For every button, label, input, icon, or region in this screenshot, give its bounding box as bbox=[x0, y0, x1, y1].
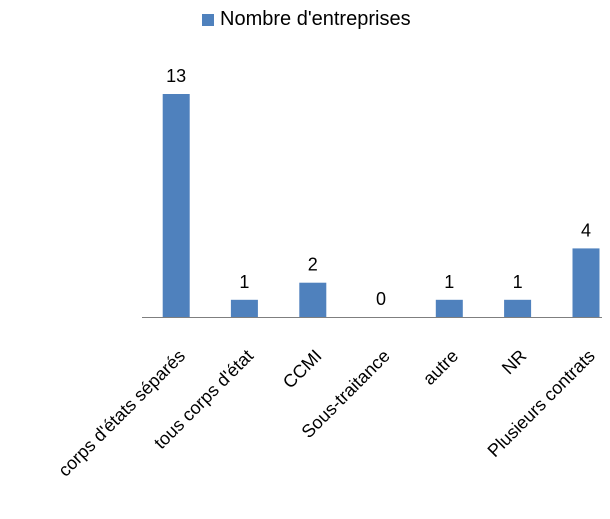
data-label: 4 bbox=[581, 220, 591, 240]
data-label: 1 bbox=[513, 272, 523, 292]
bar bbox=[230, 299, 258, 317]
category-label: NR bbox=[498, 346, 531, 379]
legend: Nombre d'entreprises bbox=[202, 8, 411, 31]
legend-swatch bbox=[202, 13, 214, 26]
data-label: 1 bbox=[444, 272, 454, 292]
data-label: 1 bbox=[239, 272, 249, 292]
bar bbox=[299, 282, 327, 317]
bar bbox=[435, 299, 463, 317]
bar bbox=[162, 94, 190, 317]
data-label: 0 bbox=[376, 289, 386, 309]
bar bbox=[572, 248, 600, 317]
category-label: CCMI bbox=[279, 346, 326, 393]
bar bbox=[504, 299, 532, 317]
category-label: corps d'états séparés bbox=[54, 346, 189, 481]
category-label: autre bbox=[419, 346, 462, 389]
data-label: 13 bbox=[166, 66, 186, 86]
legend-label: Nombre d'entreprises bbox=[220, 8, 411, 30]
data-label: 2 bbox=[308, 255, 318, 275]
